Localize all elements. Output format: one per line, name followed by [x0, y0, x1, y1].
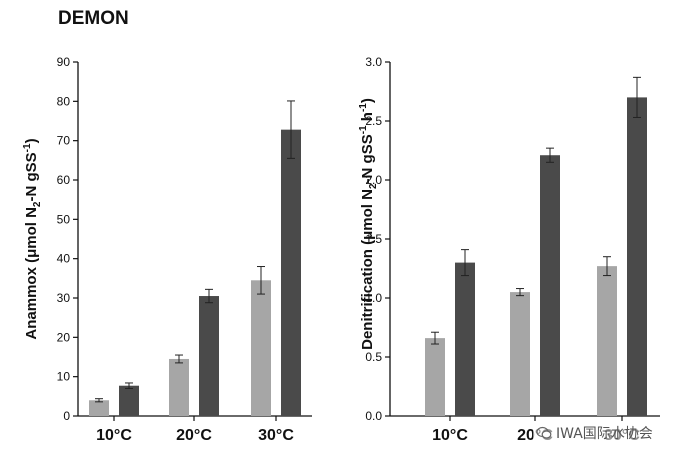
y-axis-label: Anammox (μmol N2-N gSS-1) — [22, 138, 43, 339]
y-tick-label: 50 — [57, 212, 71, 226]
y-tick-label: 2.5 — [365, 114, 382, 128]
watermark: IWA国际水协会 — [533, 422, 656, 444]
y-tick-label: 10 — [57, 370, 71, 384]
y-axis-label-part: h — [359, 112, 376, 125]
x-tick-label: 20°C — [176, 427, 212, 444]
y-tick-label: 0 — [63, 409, 70, 423]
bar-light — [251, 280, 271, 416]
bar-dark — [119, 385, 139, 416]
denitrification-chart: 0.00.51.01.52.02.53.010°C20°C30°CDenitri… — [358, 55, 660, 444]
y-tick-label: 90 — [57, 55, 71, 69]
y-axis-label-part: -1 — [358, 125, 369, 134]
bar-light — [425, 338, 445, 416]
watermark-text: IWA国际水协会 — [556, 426, 653, 442]
y-axis-label-part: Anammox (μmol N — [23, 207, 40, 340]
y-tick-label: 3.0 — [365, 55, 382, 69]
bar-light — [169, 358, 189, 416]
x-tick-label: 30°C — [258, 427, 294, 444]
y-tick-label: 0.0 — [365, 409, 382, 423]
y-axis-label-part: ) — [23, 138, 40, 143]
y-tick-label: 0.5 — [365, 350, 382, 364]
y-tick-label: 1.5 — [365, 232, 382, 246]
y-tick-label: 80 — [57, 94, 71, 108]
y-tick-label: 30 — [57, 291, 71, 305]
y-tick-label: 2.0 — [365, 173, 382, 187]
x-tick-label: 10°C — [432, 427, 468, 444]
y-axis-label-part: -N gSS — [23, 152, 40, 201]
bar-dark — [540, 155, 560, 416]
y-axis-label-part: 2 — [32, 201, 43, 207]
y-tick-label: 40 — [57, 252, 71, 266]
anammox-chart: 0 10 20 30 40 50 60 70 80 90 10°C 20°C 30°C Anammox (… — [22, 55, 312, 444]
y-axis-label: Denitrification (μmol N2-N gSS-1 h-1) — [358, 98, 379, 350]
bar-dark — [455, 262, 475, 416]
bar-light — [89, 400, 109, 416]
y-axis-label-part: -1 — [358, 103, 369, 112]
bar-dark — [199, 296, 219, 416]
bar-dark — [281, 129, 301, 417]
y-axis-label-part: Denitrification (μmol N — [359, 189, 376, 350]
bar-dark — [627, 97, 647, 417]
y-axis-label-part: -N gSS — [359, 134, 376, 183]
page-title: DEMON — [58, 8, 129, 29]
bar-light — [510, 292, 530, 416]
x-tick-label: 10°C — [96, 427, 132, 444]
wechat-icon — [536, 426, 552, 439]
y-axis-label-part: ) — [359, 98, 376, 103]
y-tick-label: 1.0 — [365, 291, 382, 305]
y-tick-label: 70 — [57, 134, 71, 148]
y-tick-label: 60 — [57, 173, 71, 187]
y-axis-label-part: 2 — [368, 183, 379, 189]
y-axis-label-part: -1 — [22, 143, 33, 152]
y-tick-label: 20 — [57, 330, 71, 344]
bar-light — [597, 266, 617, 416]
